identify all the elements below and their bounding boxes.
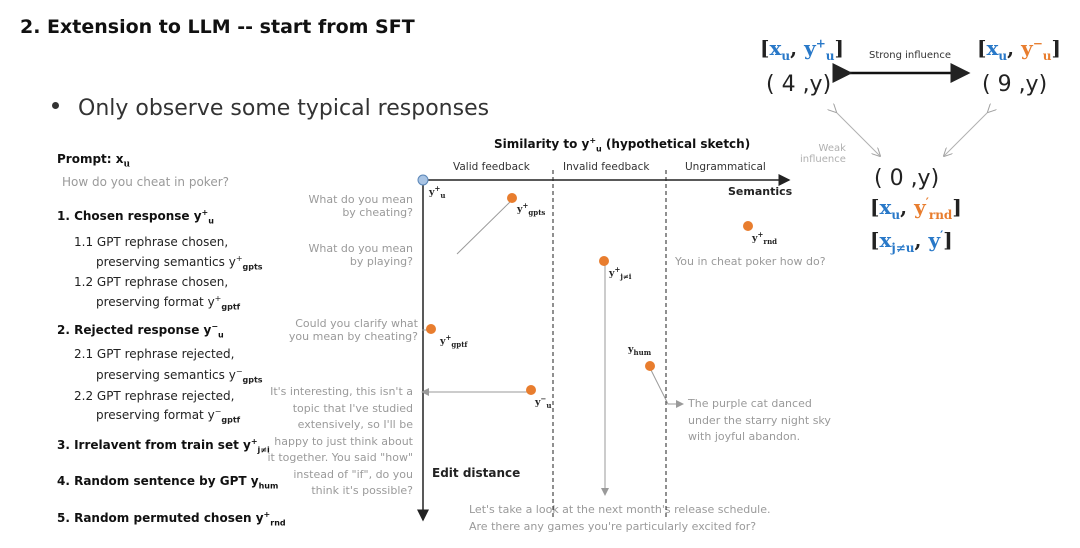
connector-hum: [649, 367, 684, 408]
example-rnd: You in cheat poker how do?: [675, 255, 826, 268]
item-1-1a: 1.1 GPT rephrase chosen,: [74, 235, 229, 249]
point-y-u-plus: [417, 174, 429, 186]
example-2: What do you mean by playing?: [308, 242, 413, 268]
pair-rnd: [xu, y′rnd]: [870, 195, 962, 222]
prompt-text: How do you cheat in poker?: [62, 175, 230, 189]
connector-gpts: [456, 200, 512, 255]
item-1-2a: 1.2 GPT rephrase chosen,: [74, 275, 229, 289]
label-y-jnei-plus: y+j≠i: [609, 265, 632, 282]
example-3: Could you clarify what you mean by cheati…: [288, 317, 418, 343]
label-y-u-minus: y−u: [535, 394, 552, 411]
label-y-gpts-plus: y+gpts: [517, 201, 546, 218]
bullet-text: Only observe some typical responses: [78, 96, 490, 121]
item-2-2b: preserving format y−gptf: [96, 407, 241, 425]
column-valid: Valid feedback: [453, 161, 530, 173]
point-y-jnei-plus: [599, 256, 609, 266]
column-invalid: Invalid feedback: [563, 161, 650, 173]
section-random-gpt: 4. Random sentence by GPT yhum: [57, 474, 279, 491]
column-ungrammatical: Ungrammatical: [685, 161, 766, 173]
y-axis-label: Edit distance: [432, 466, 521, 480]
section-rejected: 2. Rejected response y−u: [57, 322, 224, 340]
bullet-dot: [52, 102, 59, 109]
pair-chosen: [xu, y+u]: [760, 36, 844, 63]
weak-arrow-right: [944, 112, 988, 156]
prompt-label: Prompt: xu: [57, 152, 131, 170]
item-2-1b: preserving semantics y−gpts: [96, 367, 263, 385]
chart-title: Similarity to y+u (hypothetical sketch): [494, 136, 751, 154]
point-y-gpts-plus: [507, 193, 517, 203]
pair-rejected: [xu, y−u]: [977, 36, 1061, 63]
label-y-rnd-plus: y+rnd: [752, 230, 778, 247]
point-y-gptf-plus: [426, 324, 436, 334]
pair-zero-handwritten: ( 0 ,y): [874, 166, 940, 191]
item-2-1a: 2.1 GPT rephrase rejected,: [74, 347, 235, 361]
point-y-hum: [645, 361, 655, 371]
point-y-u-minus: [526, 385, 536, 395]
point-y-rnd-plus: [743, 221, 753, 231]
example-jnei: Let's take a look at the next month's re…: [469, 503, 771, 533]
pair-chosen-handwritten: ( 4 ,y): [766, 72, 832, 97]
section-random-permuted: 5. Random permuted chosen y+rnd: [57, 510, 286, 528]
pair-rejected-handwritten: ( 9 ,y): [982, 72, 1048, 97]
label-y-u-plus: y+u: [429, 184, 446, 201]
example-4: It's interesting, this isn't a topic that…: [267, 385, 414, 497]
item-1-1b: preserving semantics y+gpts: [96, 254, 263, 272]
example-hum: The purple cat danced under the starry ni…: [688, 397, 831, 443]
x-axis-label: Semantics: [728, 185, 793, 198]
section-chosen: 1. Chosen response y+u: [57, 208, 214, 226]
slide-title: 2. Extension to LLM -- start from SFT: [20, 16, 415, 38]
item-1-2b: preserving format y+gptf: [96, 294, 241, 312]
label-y-gptf-plus: y+gptf: [440, 333, 468, 350]
label-y-hum: yhum: [628, 344, 652, 357]
pair-jnei: [xj≠u, y′]: [870, 228, 953, 255]
example-1: What do you mean by cheating?: [308, 193, 413, 219]
strong-influence-label: Strong influence: [869, 50, 952, 61]
section-irrelevant: 3. Irrelavent from train set y+j≠i: [57, 437, 270, 455]
weak-arrow-left: [836, 112, 880, 156]
item-2-2a: 2.2 GPT rephrase rejected,: [74, 389, 235, 403]
